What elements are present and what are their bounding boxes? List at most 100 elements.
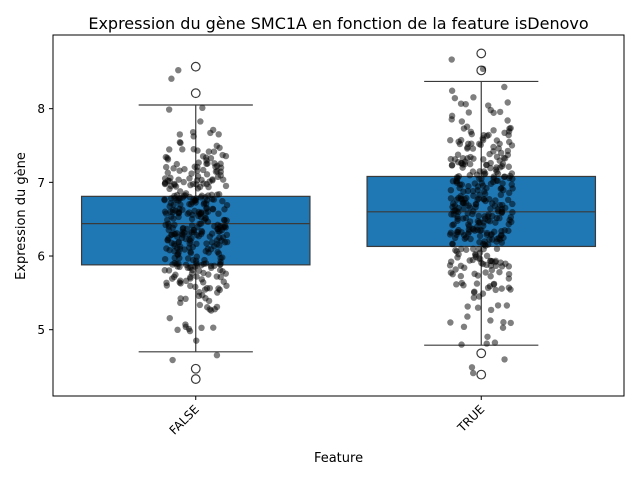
data-point: [200, 166, 207, 174]
data-point: [500, 234, 507, 241]
data-point: [205, 271, 212, 278]
data-point: [170, 273, 178, 281]
outlier-marker: [190, 363, 201, 374]
data-point: [201, 256, 208, 264]
data-point: [173, 191, 181, 199]
data-point: [491, 228, 498, 235]
y-axis-label: Expression du gène: [14, 152, 29, 280]
data-point: [484, 333, 491, 340]
data-point: [161, 180, 169, 187]
data-point: [217, 273, 224, 281]
data-point: [482, 269, 489, 276]
data-point: [196, 220, 203, 228]
data-point: [193, 337, 200, 344]
data-point: [173, 260, 180, 267]
data-point: [182, 277, 190, 285]
data-point: [463, 246, 470, 253]
data-point: [487, 317, 494, 324]
data-point: [166, 314, 173, 322]
data-point: [504, 147, 512, 155]
data-point: [508, 142, 516, 149]
data-point: [184, 210, 191, 217]
data-point: [173, 229, 180, 237]
data-point: [164, 169, 171, 176]
data-point: [485, 241, 492, 248]
data-point: [492, 219, 499, 226]
y-tick-label: 7: [37, 176, 45, 190]
data-point: [198, 261, 205, 269]
data-point: [202, 209, 210, 217]
data-point: [211, 306, 218, 313]
data-point: [474, 304, 482, 311]
data-point: [198, 324, 205, 331]
data-point: [502, 260, 509, 267]
data-point: [462, 100, 469, 108]
data-point: [453, 231, 460, 238]
data-point: [209, 126, 217, 134]
data-point: [459, 199, 466, 206]
data-point: [505, 270, 513, 278]
data-point: [175, 66, 182, 74]
data-point: [470, 208, 477, 215]
y-axis: 5 6 7 8: [37, 102, 53, 337]
data-point: [468, 130, 475, 138]
box-group-true: [366, 48, 597, 380]
data-point: [481, 170, 489, 177]
data-point: [488, 266, 496, 274]
data-point: [186, 175, 193, 182]
data-point: [459, 215, 467, 222]
data-point: [192, 257, 200, 264]
data-point: [221, 206, 228, 213]
data-point: [470, 94, 477, 101]
data-point: [486, 218, 494, 225]
data-point: [223, 282, 230, 289]
data-point: [476, 218, 484, 226]
data-point: [184, 255, 192, 262]
data-point: [469, 187, 477, 195]
data-point: [177, 277, 184, 284]
data-point: [507, 319, 514, 327]
outlier-marker: [190, 374, 201, 384]
data-point: [494, 177, 501, 184]
data-point: [487, 205, 494, 212]
data-point: [508, 218, 515, 226]
data-point: [191, 263, 199, 270]
data-point: [174, 326, 181, 334]
data-point: [209, 176, 216, 183]
data-point: [448, 162, 456, 169]
data-point: [451, 94, 459, 102]
data-point: [468, 140, 475, 147]
data-point: [173, 160, 181, 168]
data-point: [490, 127, 497, 134]
data-point: [458, 341, 465, 348]
data-point: [453, 248, 460, 255]
data-point: [185, 325, 193, 333]
y-tick-label: 8: [37, 102, 45, 116]
data-point: [479, 240, 487, 248]
data-point: [504, 117, 511, 124]
data-point: [499, 180, 506, 187]
y-tick-label: 6: [37, 250, 45, 264]
box-group-false: [80, 61, 311, 384]
data-point: [190, 146, 197, 153]
data-point: [175, 238, 182, 246]
data-point: [477, 141, 484, 149]
data-point: [476, 249, 484, 256]
data-point: [454, 215, 461, 222]
data-point: [166, 146, 173, 153]
y-tick-label: 5: [37, 323, 45, 337]
data-point: [180, 178, 187, 186]
data-point: [162, 163, 170, 171]
data-point: [213, 240, 221, 248]
data-point: [202, 194, 209, 201]
data-point: [217, 168, 224, 175]
data-point: [219, 224, 227, 231]
data-point: [470, 289, 478, 296]
data-point: [479, 65, 487, 73]
data-point: [165, 223, 173, 230]
data-point: [208, 230, 216, 237]
data-point: [458, 229, 465, 236]
data-point: [469, 168, 477, 175]
data-point: [509, 209, 516, 216]
data-point: [221, 239, 229, 246]
